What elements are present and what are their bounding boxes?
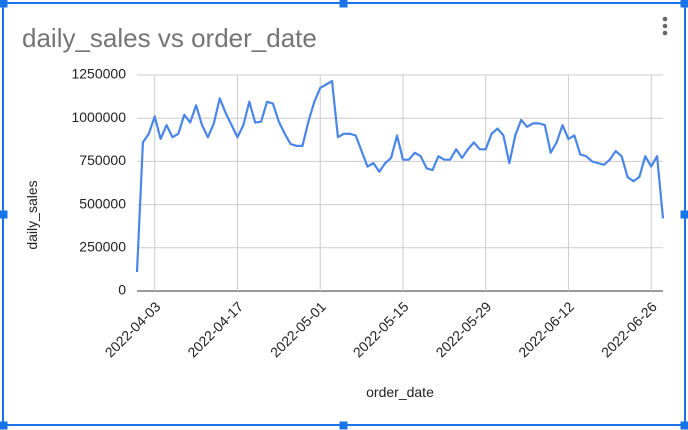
y-tick-label: 500000 <box>79 195 126 211</box>
menu-button[interactable] <box>662 16 668 36</box>
handle[interactable] <box>339 0 348 8</box>
x-tick-label: 2022-05-01 <box>267 298 329 360</box>
y-tick-label: 0 <box>118 282 126 298</box>
y-tick-label: 1250000 <box>71 66 126 82</box>
chart-title: daily_sales vs order_date <box>22 23 317 53</box>
x-tick-label: 2022-06-26 <box>598 298 660 360</box>
handle[interactable] <box>0 421 8 430</box>
handle[interactable] <box>680 210 688 219</box>
handle[interactable] <box>0 0 8 8</box>
x-tick-label: 2022-05-15 <box>350 298 412 360</box>
x-tick-label: 2022-04-03 <box>102 298 164 360</box>
grid <box>137 74 663 292</box>
x-tick-label: 2022-05-29 <box>432 298 494 360</box>
x-tick-label: 2022-06-12 <box>515 298 577 360</box>
x-tick-label: 2022-04-17 <box>184 298 246 360</box>
handle[interactable] <box>680 0 688 8</box>
menu-dot <box>662 30 668 36</box>
data-line <box>135 79 665 273</box>
handle[interactable] <box>0 210 8 219</box>
x-axis-label: order_date <box>366 384 434 400</box>
handle[interactable] <box>339 421 348 430</box>
y-tick-label: 250000 <box>79 239 126 255</box>
handle[interactable] <box>680 421 688 430</box>
menu-dot <box>662 16 668 22</box>
y-tick-label: 1000000 <box>71 109 126 125</box>
menu-dot <box>662 23 668 29</box>
y-tick-label: 750000 <box>79 152 126 168</box>
y-axis-label: daily_sales <box>24 180 40 249</box>
